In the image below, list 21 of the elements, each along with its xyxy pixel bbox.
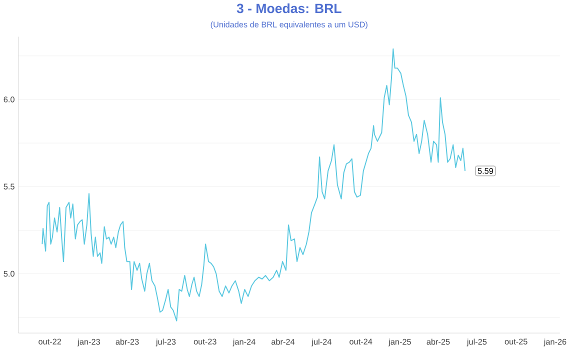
x-tick-label: jan-26	[544, 338, 566, 346]
x-tick-label: abr-24	[272, 338, 295, 345]
x-tick-label: out-24	[350, 338, 372, 345]
y-tick-label: 5.5	[4, 184, 14, 190]
x-tick-label: out-23	[194, 338, 216, 345]
y-tick-label: 6.0	[4, 96, 14, 103]
x-tick-label: out-22	[38, 338, 62, 345]
x-tick-label: jul-25	[466, 338, 487, 346]
annotation: 5.59	[478, 168, 494, 174]
y-tick-label: 5.0	[4, 271, 14, 277]
x-tick-label: jul-23	[156, 338, 176, 346]
x-tick-label: jan-25	[388, 338, 411, 346]
chart-subtitle: (Unidades de BRL equivalentes a um USD)	[210, 22, 368, 30]
x-tick-label: out-25	[504, 338, 528, 345]
x-tick-label: jan-23	[77, 338, 100, 346]
x-tick-label: abr-25	[426, 338, 450, 345]
line-series	[42, 48, 466, 322]
x-tick-label: jul-24	[312, 338, 332, 346]
chart-title: 3 - Moedas: BRL	[236, 4, 342, 14]
x-tick-label: abr-23	[116, 338, 139, 345]
x-tick-label: jan-24	[232, 338, 256, 346]
